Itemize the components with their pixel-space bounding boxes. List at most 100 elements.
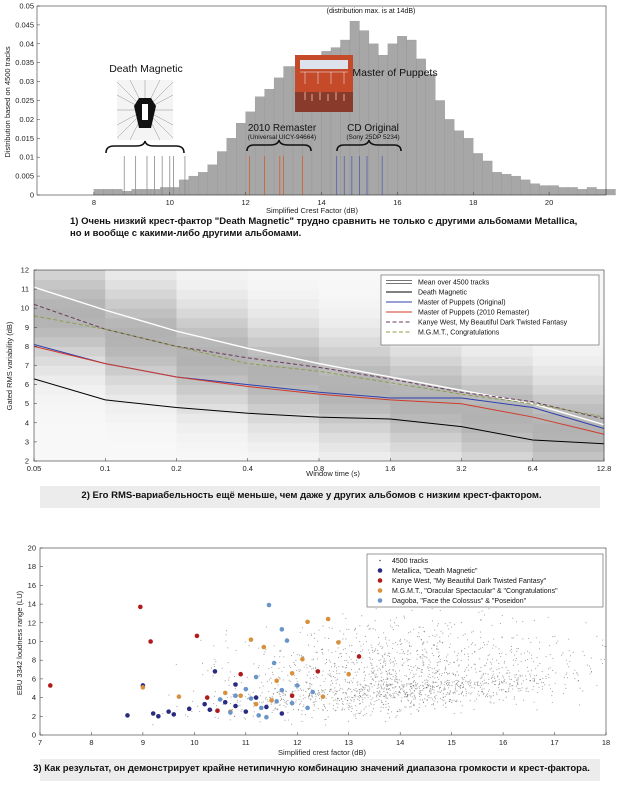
track-dot: [480, 684, 483, 686]
track-dot: [461, 649, 463, 652]
track-dot: [431, 668, 433, 670]
track-dot: [371, 686, 373, 688]
track-dot: [535, 637, 537, 639]
track-dot: [419, 656, 421, 658]
track-dot: [340, 655, 343, 658]
track-dot: [383, 678, 385, 681]
density-cell: [319, 394, 391, 405]
track-dot: [563, 677, 565, 679]
track-dot: [404, 674, 406, 676]
track-dot: [521, 675, 523, 677]
track-dot: [311, 717, 313, 719]
track-dot: [376, 687, 378, 690]
y-tick-label: 0.05: [19, 2, 34, 11]
track-dot: [449, 643, 451, 645]
track-dot: [443, 699, 445, 701]
track-dot: [213, 695, 215, 697]
track-dot: [202, 674, 204, 676]
track-dot: [398, 694, 400, 696]
track-dot: [369, 658, 371, 660]
track-dot: [321, 690, 323, 692]
track-dot: [366, 666, 368, 668]
track-dot: [396, 663, 398, 665]
track-dot: [414, 698, 416, 700]
track-dot: [232, 693, 234, 696]
track-dot: [409, 658, 411, 661]
track-dot: [433, 645, 435, 647]
x-tick-label: 0.1: [100, 464, 110, 473]
track-dot: [364, 692, 366, 694]
track-dot: [321, 691, 323, 693]
track-dot: [455, 684, 457, 686]
track-dot: [389, 693, 391, 695]
track-dot: [578, 704, 581, 706]
density-cell: [34, 365, 106, 376]
track-dot: [341, 698, 343, 700]
track-dot: [389, 652, 391, 654]
track-dot: [421, 699, 424, 701]
track-dot: [360, 684, 362, 686]
track-dot: [348, 628, 350, 630]
album-point: [279, 711, 285, 716]
track-dot: [437, 623, 439, 625]
track-dot: [574, 669, 576, 671]
track-dot: [335, 650, 337, 652]
track-dot: [442, 642, 444, 644]
track-dot: [307, 688, 309, 690]
legend-label: Death Magnetic: [418, 290, 468, 297]
track-dot: [451, 684, 453, 687]
track-dot: [436, 625, 438, 627]
track-dot: [342, 701, 344, 703]
track-dot: [363, 667, 365, 669]
y-tick-label: 0.025: [15, 96, 34, 105]
track-dot: [408, 679, 410, 681]
track-dot: [252, 691, 254, 693]
density-cell: [34, 327, 106, 338]
density-cell: [247, 413, 320, 424]
y-tick-label: 0.035: [15, 58, 34, 67]
density-cell: [461, 365, 534, 376]
track-dot: [602, 639, 604, 641]
album-point: [264, 714, 269, 720]
album-point: [253, 695, 259, 700]
track-dot: [407, 699, 409, 701]
album-point: [238, 671, 243, 677]
track-dot: [334, 694, 336, 696]
y-tick-label: 0.005: [15, 172, 34, 181]
track-dot: [346, 689, 349, 691]
track-dot: [541, 685, 543, 688]
track-dot: [429, 689, 431, 691]
track-dot: [447, 682, 449, 684]
density-cell: [247, 298, 320, 309]
track-dot: [453, 661, 455, 663]
track-dot: [443, 688, 445, 690]
track-dot: [456, 655, 458, 657]
track-dot: [455, 686, 457, 688]
album-point: [176, 694, 182, 699]
track-dot: [511, 685, 513, 687]
x-tick-label: 8: [89, 738, 93, 747]
track-dot: [470, 643, 473, 645]
track-dot: [431, 647, 433, 649]
track-dot: [313, 667, 315, 669]
track-dot: [465, 680, 467, 682]
track-dot: [366, 695, 368, 697]
track-dot: [562, 692, 564, 694]
legend-label: Mean over 4500 tracks: [418, 280, 490, 287]
track-dot: [360, 696, 362, 698]
track-dot: [450, 633, 452, 635]
track-dot: [393, 665, 395, 667]
density-cell: [176, 355, 249, 366]
track-dot: [425, 679, 427, 681]
track-dot: [588, 665, 591, 667]
track-dot: [434, 681, 437, 683]
track-dot: [527, 658, 529, 661]
track-dot: [371, 678, 373, 680]
track-dot: [509, 650, 511, 652]
track-dot: [334, 710, 336, 712]
track-dot: [368, 690, 370, 692]
track-dot: [496, 659, 498, 661]
track-dot: [393, 695, 395, 697]
track-dot: [510, 645, 513, 648]
